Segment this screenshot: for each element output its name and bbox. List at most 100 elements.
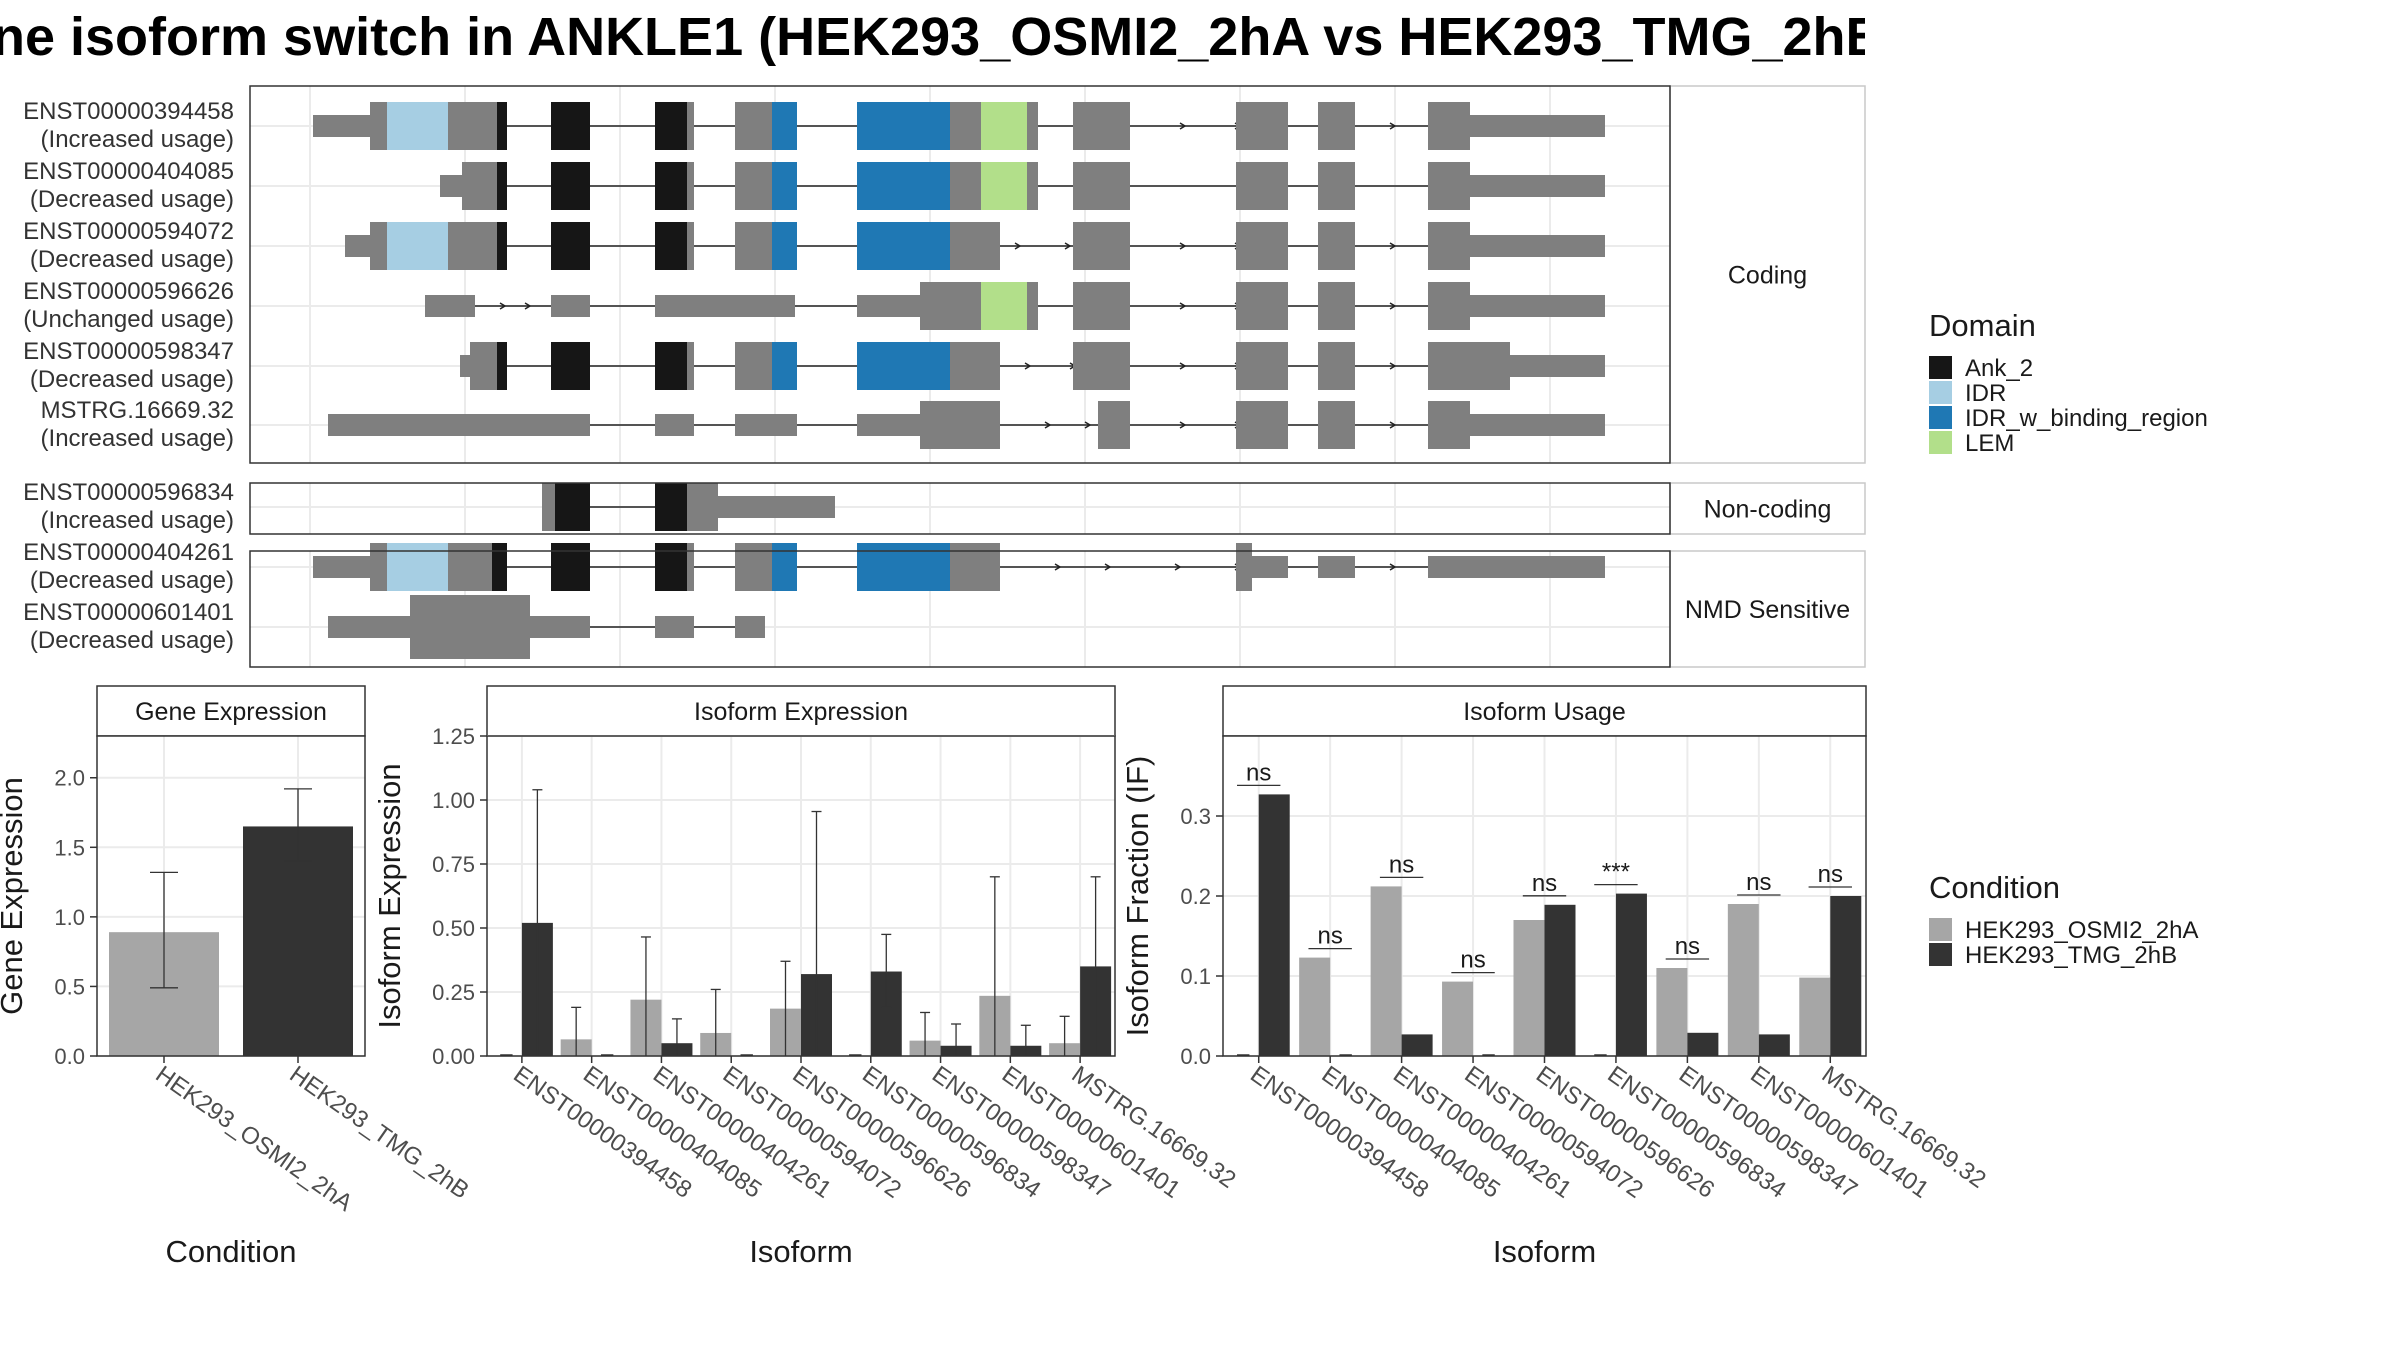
exon xyxy=(1510,355,1605,377)
domain-LEM xyxy=(981,282,1027,330)
facet-strip-label: Non-coding xyxy=(1704,496,1832,524)
exon xyxy=(1318,162,1355,210)
facet-strip-label: NMD Sensitive xyxy=(1685,596,1850,624)
exon xyxy=(1236,162,1288,210)
exon xyxy=(1073,282,1130,330)
strand-arrow xyxy=(1104,563,1112,571)
significance-label: ns xyxy=(1818,861,1843,888)
exon xyxy=(718,496,835,518)
transcript-ENST00000598347: ENST00000598347(Decreased usage) xyxy=(23,338,1605,393)
transcript-id-label: ENST00000404261 xyxy=(23,539,234,566)
legend-key-Ank_2 xyxy=(1929,356,1952,379)
bar xyxy=(1513,920,1545,1056)
significance-label: ns xyxy=(1675,933,1700,960)
isoform-expression-chart: Isoform Expression 0.00 0.25 0.50 0.75 1.00 1.… xyxy=(372,685,1241,1269)
y-tick-label: 0.2 xyxy=(1180,884,1211,909)
exon xyxy=(328,616,410,638)
panel-background xyxy=(250,483,1670,534)
exon xyxy=(950,543,1000,591)
exon xyxy=(687,222,694,270)
y-tick-label: 0.0 xyxy=(1180,1044,1211,1069)
transcript-id-label: ENST00000404085 xyxy=(23,158,234,185)
bar xyxy=(1401,1034,1433,1056)
strand-arrow xyxy=(1179,362,1187,370)
exon xyxy=(655,295,795,317)
bar xyxy=(1258,794,1290,1056)
facet-strip xyxy=(1669,482,1866,535)
exon xyxy=(460,355,470,377)
domain-IDR_w_binding_region xyxy=(857,162,950,210)
domain-Ank_2 xyxy=(551,162,590,210)
y-tick-label: 1.5 xyxy=(54,835,85,860)
exon xyxy=(920,282,981,330)
exon xyxy=(1073,222,1130,270)
panel-title-strip xyxy=(486,685,1116,737)
exon xyxy=(1098,401,1130,449)
legend-label-IDR_w_binding_region: IDR_w_binding_region xyxy=(1965,405,2208,432)
domain-Ank_2 xyxy=(492,543,507,591)
exon xyxy=(687,483,718,531)
transcript-id-label: ENST00000594072 xyxy=(23,218,234,245)
transcript-usage-label: (Increased usage) xyxy=(41,126,234,153)
exon xyxy=(1428,222,1470,270)
significance-label: ns xyxy=(1389,851,1414,878)
exon xyxy=(687,102,694,150)
exon xyxy=(735,414,797,436)
domain-Ank_2 xyxy=(497,342,507,390)
exon xyxy=(1470,414,1605,436)
domain-LEM xyxy=(981,102,1027,150)
y-axis-label: Isoform Expression xyxy=(372,763,407,1028)
exon xyxy=(370,102,387,150)
transcript-usage-label: (Increased usage) xyxy=(41,425,234,452)
y-tick-label: 0.50 xyxy=(432,916,475,941)
panel-title: Isoform Usage xyxy=(1463,698,1626,726)
isoform-usage-chart: Isoform Usage ns ns ns ns ns *** ns ns ns 0.0 0.1 0.… xyxy=(1120,685,1991,1269)
exon xyxy=(410,595,530,659)
domain-Ank_2 xyxy=(497,222,507,270)
significance-label: ns xyxy=(1317,923,1342,950)
transcript-usage-label: (Decreased usage) xyxy=(30,567,234,594)
panel-border xyxy=(96,735,366,1057)
exon xyxy=(655,414,694,436)
bar xyxy=(243,826,353,1056)
strand-arrow xyxy=(1044,421,1052,429)
x-axis-label: Isoform xyxy=(749,1234,852,1269)
significance-label: ns xyxy=(1746,869,1771,896)
significance-label: *** xyxy=(1602,859,1630,886)
bar xyxy=(1299,957,1331,1056)
exon xyxy=(735,543,772,591)
exon xyxy=(370,222,387,270)
domain-Ank_2 xyxy=(655,162,687,210)
transcript-ENST00000394458: ENST00000394458(Increased usage) xyxy=(23,98,1605,153)
y-tick-label: 0.3 xyxy=(1180,804,1211,829)
strand-arrow xyxy=(1389,122,1397,130)
y-tick-label: 0.25 xyxy=(432,980,475,1005)
legend-key-HEK293_OSMI2_2hA xyxy=(1929,918,1952,941)
exon xyxy=(735,162,772,210)
exon xyxy=(735,342,772,390)
exon xyxy=(551,295,590,317)
transcript-id-label: ENST00000596834 xyxy=(23,479,234,506)
domain-IDR_w_binding_region xyxy=(772,543,797,591)
domain-IDR xyxy=(387,102,448,150)
transcript-id-label: ENST00000598347 xyxy=(23,338,234,365)
strand-arrow xyxy=(1174,563,1182,571)
panel-border xyxy=(249,85,1671,464)
domain-Ank_2 xyxy=(551,222,590,270)
exon xyxy=(1470,295,1605,317)
exon xyxy=(1470,235,1605,257)
exon xyxy=(313,556,370,578)
transcript-ENST00000596834: ENST00000596834(Increased usage) xyxy=(23,479,835,534)
transcript-usage-label: (Decreased usage) xyxy=(30,627,234,654)
legend-key-IDR_w_binding_region xyxy=(1929,406,1952,429)
bar xyxy=(1544,904,1576,1056)
strand-arrow xyxy=(1179,302,1187,310)
domain-Ank_2 xyxy=(655,102,687,150)
transcript-ENST00000404261: ENST00000404261(Decreased usage) xyxy=(23,539,1605,594)
exon xyxy=(1236,401,1288,449)
transcript-structure-plot: Coding Non-coding NMD Sensitive ENST0000039… xyxy=(23,85,1866,668)
x-axis-label: Condition xyxy=(166,1234,297,1269)
exon xyxy=(1428,556,1605,578)
domain-Ank_2 xyxy=(551,102,590,150)
y-tick-label: 1.0 xyxy=(54,905,85,930)
